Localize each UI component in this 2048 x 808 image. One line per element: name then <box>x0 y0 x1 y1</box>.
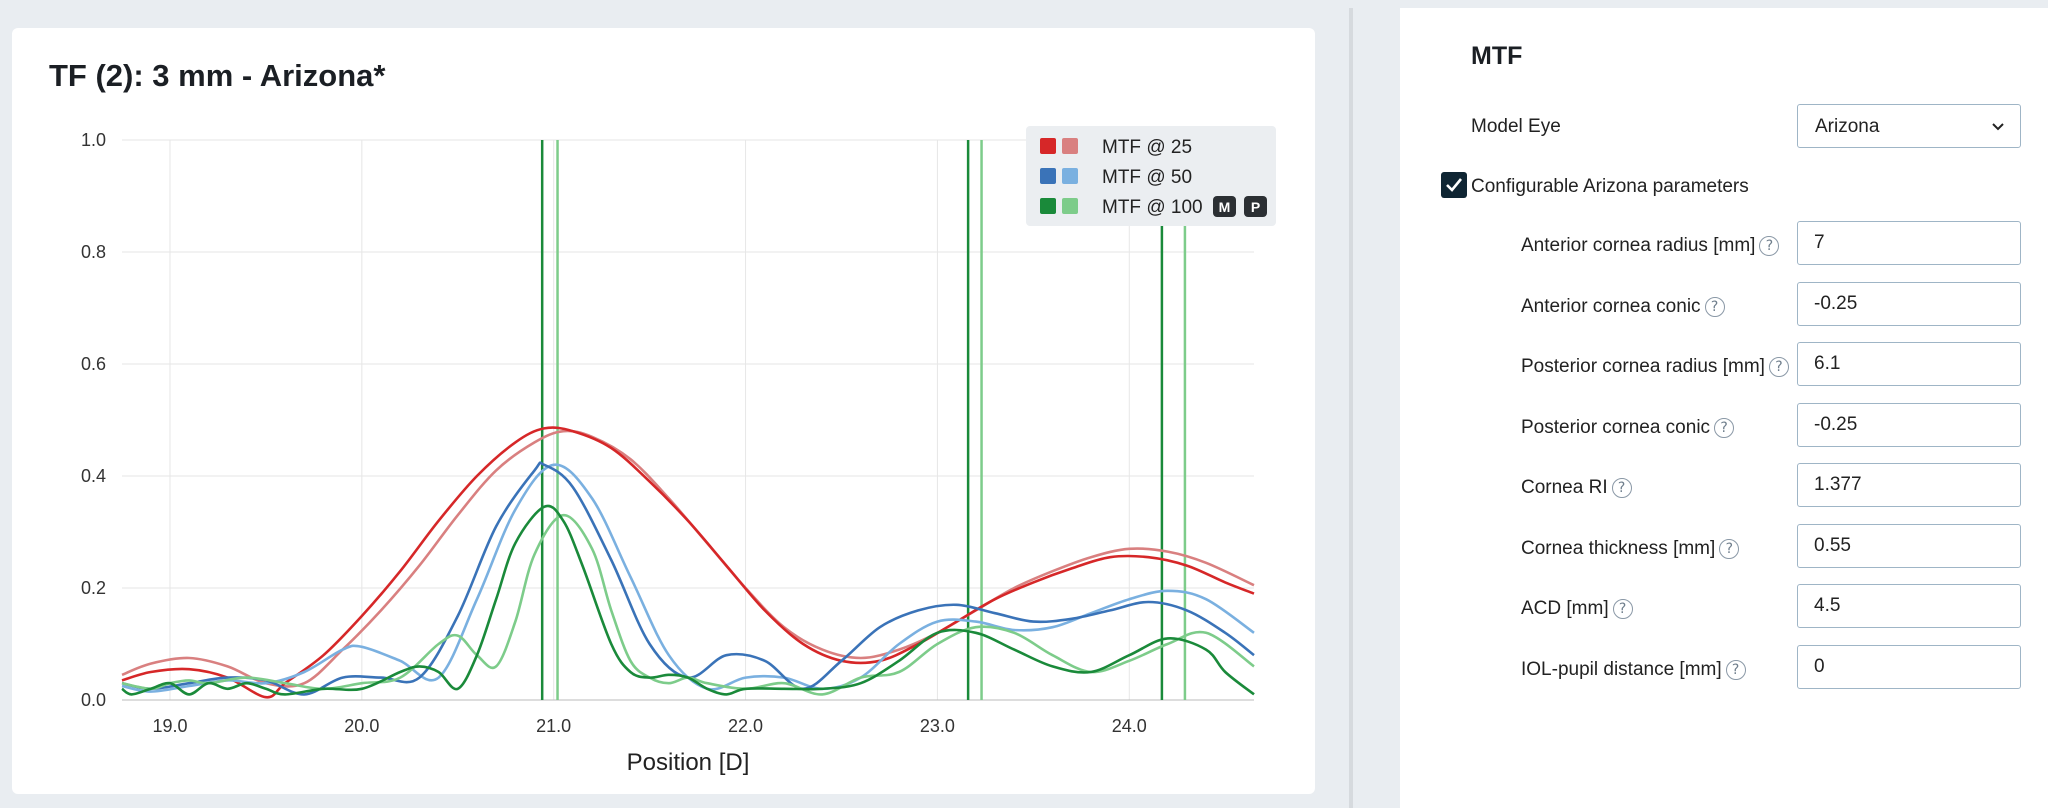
legend-swatch[interactable] <box>1062 198 1078 214</box>
series-line[interactable] <box>121 461 1255 696</box>
param-row: ACD [mm]? <box>1400 584 2048 632</box>
param-input[interactable] <box>1797 644 2021 689</box>
legend-swatch[interactable] <box>1040 138 1056 154</box>
legend-swatch[interactable] <box>1062 168 1078 184</box>
param-input[interactable] <box>1797 221 2021 265</box>
param-input[interactable] <box>1797 463 2021 507</box>
legend-swatch[interactable] <box>1062 138 1078 154</box>
param-row: Posterior cornea conic? <box>1400 402 2048 451</box>
legend-badge[interactable] <box>1244 196 1267 217</box>
y-tick-label: 0.8 <box>81 242 106 262</box>
x-axis-label: Position [D] <box>627 749 750 776</box>
param-label: Posterior cornea conic? <box>1521 416 1735 439</box>
x-tick-label: 24.0 <box>1112 716 1147 736</box>
model-eye-select[interactable]: Arizona <box>1797 104 2021 148</box>
param-row: Anterior cornea radius [mm]? <box>1400 221 2048 269</box>
param-label: Posterior cornea radius [mm]? <box>1521 356 1789 378</box>
help-icon[interactable]: ? <box>1759 236 1780 256</box>
legend-label: MTF @ 100 <box>1102 197 1203 218</box>
param-input[interactable] <box>1797 402 2021 447</box>
legend-badge-label: P <box>1251 199 1260 215</box>
param-input[interactable] <box>1797 584 2021 628</box>
legend-label: MTF @ 25 <box>1102 137 1192 158</box>
chart-card: TF (2): 3 mm - Arizona* 19.0 20.0 21.0 22.0… <box>12 28 1315 794</box>
checkmark-icon <box>1446 178 1463 192</box>
param-row: Posterior cornea radius [mm]? <box>1400 342 2048 390</box>
param-label: IOL-pupil distance [mm]? <box>1521 659 1746 681</box>
x-tick-label: 19.0 <box>152 716 187 736</box>
param-label-text: Posterior cornea radius [mm] <box>1521 356 1765 377</box>
series-line[interactable] <box>121 429 1255 688</box>
y-tick-label: 1.0 <box>81 130 106 150</box>
param-input[interactable] <box>1797 523 2021 568</box>
help-icon[interactable]: ? <box>1725 659 1746 680</box>
help-icon[interactable]: ? <box>1612 599 1633 619</box>
legend-badge-label: M <box>1219 199 1231 215</box>
legend-swatch[interactable] <box>1040 198 1056 214</box>
param-label-text: Anterior cornea conic <box>1521 295 1701 317</box>
help-icon[interactable]: ? <box>1714 417 1735 438</box>
chevron-down-icon <box>1992 123 2004 131</box>
param-label-text: Posterior cornea conic <box>1521 416 1711 438</box>
param-row: Cornea thickness [mm]? <box>1400 523 2048 572</box>
series-line[interactable] <box>121 426 1255 699</box>
panel-title: MTF <box>1471 42 1523 70</box>
x-tick-label: 22.0 <box>728 716 763 736</box>
param-input[interactable] <box>1797 342 2021 386</box>
param-label: Anterior cornea radius [mm]? <box>1521 235 1780 257</box>
param-label: Anterior cornea conic? <box>1521 296 1725 318</box>
series-line[interactable] <box>121 463 1255 693</box>
param-label: Cornea RI? <box>1521 477 1632 499</box>
param-label: ACD [mm]? <box>1521 598 1633 620</box>
help-icon[interactable]: ? <box>1768 357 1789 377</box>
x-tick-label: 21.0 <box>536 716 571 736</box>
legend-badge[interactable] <box>1213 196 1236 217</box>
model-eye-label: Model Eye <box>1471 116 1561 137</box>
panel-divider[interactable] <box>1349 8 1353 808</box>
param-label-text: ACD [mm] <box>1521 598 1609 619</box>
series-line[interactable] <box>121 513 1255 696</box>
x-tick-label: 20.0 <box>344 716 379 736</box>
param-input[interactable] <box>1797 281 2021 326</box>
configurable-params-label: Configurable Arizona parameters <box>1471 176 1749 197</box>
param-row: Cornea RI? <box>1400 463 2048 511</box>
chart-title: TF (2): 3 mm - Arizona* <box>49 58 386 93</box>
param-label-text: Anterior cornea radius [mm] <box>1521 235 1756 256</box>
y-tick-label: 0.0 <box>81 690 106 710</box>
x-tick-label: 23.0 <box>920 716 955 736</box>
settings-panel: MTF Model Eye Arizona Configurable Arizo… <box>1400 8 2048 808</box>
y-tick-label: 0.2 <box>81 578 106 598</box>
legend-label: MTF @ 50 <box>1102 167 1192 188</box>
help-icon[interactable]: ? <box>1704 296 1725 317</box>
model-eye-value: Arizona <box>1815 116 1880 137</box>
configurable-params-checkbox[interactable] <box>1441 172 1467 198</box>
param-row: IOL-pupil distance [mm]? <box>1400 644 2048 693</box>
y-tick-label: 0.6 <box>81 354 106 374</box>
series-line[interactable] <box>121 504 1255 696</box>
param-label-text: IOL-pupil distance [mm] <box>1521 658 1722 680</box>
mtf-chart[interactable]: 19.0 20.0 21.0 22.0 23.0 24.0 0.0 0.2 0.4 0.6 0.8 1… <box>12 28 1315 794</box>
help-icon[interactable]: ? <box>1611 478 1632 498</box>
help-icon[interactable]: ? <box>1719 538 1740 559</box>
param-label-text: Cornea thickness [mm] <box>1521 537 1716 559</box>
param-row: Anterior cornea conic? <box>1400 281 2048 330</box>
y-tick-label: 0.4 <box>81 466 106 486</box>
param-label: Cornea thickness [mm]? <box>1521 537 1740 560</box>
param-label-text: Cornea RI <box>1521 477 1608 498</box>
legend-swatch[interactable] <box>1040 168 1056 184</box>
